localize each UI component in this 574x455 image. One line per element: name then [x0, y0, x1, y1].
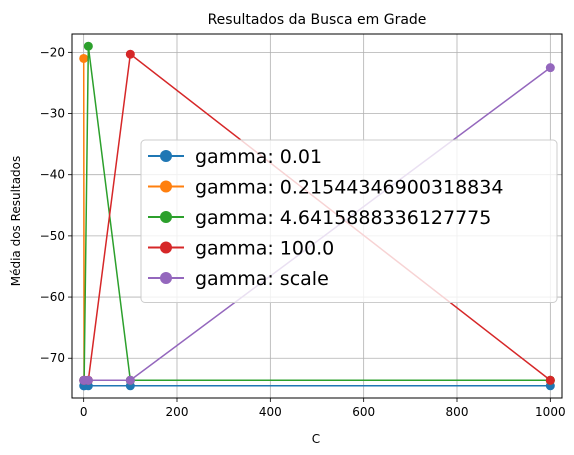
legend-item: gamma: 0.21544346900318834 — [148, 177, 503, 199]
legend-marker — [160, 150, 172, 162]
legend-marker — [160, 181, 172, 193]
legend-marker — [160, 211, 172, 223]
legend-label: gamma: 4.6415888336127775 — [195, 207, 491, 229]
data-point — [546, 63, 555, 72]
data-point — [79, 54, 88, 63]
chart-title: Resultados da Busca em Grade — [208, 12, 427, 28]
y-axis-label: Média dos Resultados — [9, 156, 23, 287]
legend-marker — [160, 272, 172, 284]
y-tick-label: −20 — [40, 45, 65, 59]
legend-label: gamma: 0.21544346900318834 — [195, 177, 503, 199]
data-point — [546, 376, 555, 385]
legend-marker — [160, 242, 172, 254]
x-axis-label: C — [312, 432, 320, 446]
x-tick-label: 1000 — [535, 405, 566, 419]
data-point — [126, 50, 135, 59]
legend-item: gamma: 4.6415888336127775 — [148, 207, 491, 229]
data-point — [84, 42, 93, 51]
x-tick-label: 800 — [446, 405, 469, 419]
x-tick-label: 600 — [352, 405, 375, 419]
x-tick-label: 0 — [80, 405, 88, 419]
y-tick-label: −60 — [40, 290, 65, 304]
y-tick-label: −70 — [40, 351, 65, 365]
y-tick-label: −30 — [40, 107, 65, 121]
legend: gamma: 0.01 gamma: 0.21544346900318834 gam… — [141, 140, 557, 303]
legend-label: gamma: 100.0 — [195, 238, 334, 260]
legend-label: gamma: scale — [195, 268, 329, 290]
x-tick-label: 200 — [166, 405, 189, 419]
legend-label: gamma: 0.01 — [195, 146, 322, 168]
series-1 — [79, 381, 555, 390]
y-tick-label: −50 — [40, 229, 65, 243]
y-tick-label: −40 — [40, 168, 65, 182]
data-point — [84, 376, 93, 385]
data-point — [126, 376, 135, 385]
x-tick-label: 400 — [259, 405, 282, 419]
